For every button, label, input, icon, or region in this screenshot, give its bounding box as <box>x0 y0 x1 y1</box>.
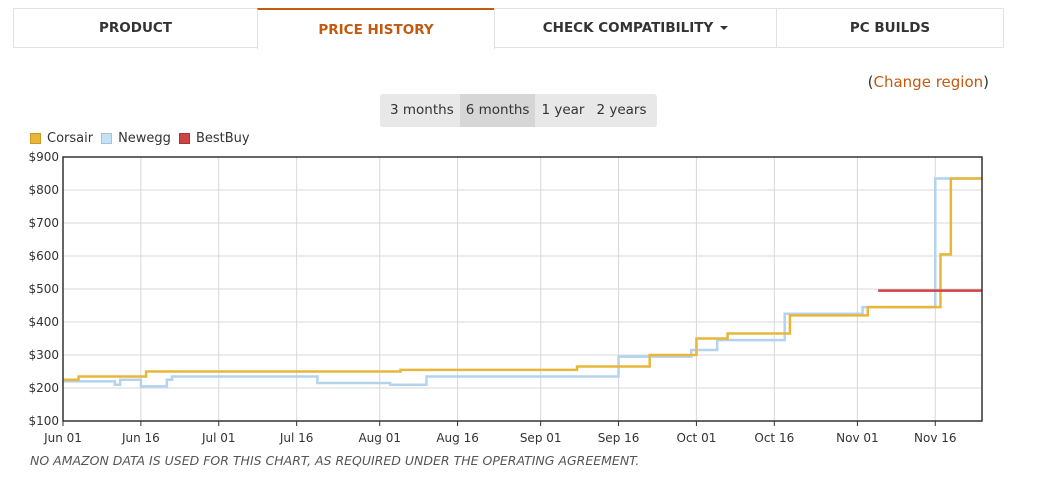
x-tick-label: Jun 16 <box>121 431 160 445</box>
range-3-months[interactable]: 3 months <box>390 102 454 118</box>
legend-item-corsair[interactable]: Corsair <box>30 131 93 146</box>
legend-item-newegg[interactable]: Newegg <box>101 131 171 146</box>
y-tick-label: $700 <box>28 216 59 230</box>
change-region-link[interactable]: Change region <box>873 73 984 91</box>
x-tick-label: Nov 16 <box>914 431 957 445</box>
tab-pc-builds-label: PC BUILDS <box>849 20 931 36</box>
chart-series <box>63 177 982 388</box>
y-tick-label: $400 <box>28 315 59 329</box>
y-tick-label: $200 <box>28 381 59 395</box>
tab-check-compatibility-label: CHECK COMPATIBILITY <box>542 20 714 36</box>
region-paren-open: ( <box>867 73 874 91</box>
y-tick-label: $500 <box>28 282 59 296</box>
region-paren-close: ) <box>983 73 989 91</box>
legend-label-newegg: Newegg <box>118 131 171 146</box>
tab-pc-builds[interactable]: PC BUILDS <box>776 8 1004 48</box>
tab-check-compatibility[interactable]: CHECK COMPATIBILITY <box>494 8 777 48</box>
range-2-years[interactable]: 2 years <box>596 102 647 118</box>
y-tick-label: $100 <box>28 414 59 428</box>
range-selector: 3 months 6 months 1 year 2 years <box>380 94 657 127</box>
x-tick-label: Oct 16 <box>754 431 794 445</box>
x-tick-label: Sep 16 <box>598 431 640 445</box>
series-line-corsair <box>63 177 982 381</box>
chart-legend: Corsair Newegg BestBuy <box>30 131 258 146</box>
x-tick-label: Jul 01 <box>201 431 236 445</box>
y-tick-label: $800 <box>28 183 59 197</box>
range-1-year[interactable]: 1 year <box>541 102 585 118</box>
tab-product[interactable]: PRODUCT <box>13 8 258 48</box>
x-tick-label: Oct 01 <box>677 431 717 445</box>
range-6-months[interactable]: 6 months <box>459 94 536 127</box>
legend-item-bestbuy[interactable]: BestBuy <box>178 131 250 146</box>
y-tick-label: $600 <box>28 249 59 263</box>
legend-swatch-bestbuy <box>178 133 190 144</box>
tab-price-history[interactable]: PRICE HISTORY <box>257 8 495 50</box>
x-tick-label: Nov 01 <box>836 431 879 445</box>
y-tick-label: $900 <box>28 150 59 164</box>
legend-swatch-newegg <box>101 133 113 144</box>
tab-product-label: PRODUCT <box>98 20 173 36</box>
x-tick-label: Sep 01 <box>520 431 562 445</box>
x-tick-label: Aug 16 <box>436 431 479 445</box>
x-tick-label: Jul 16 <box>279 431 314 445</box>
y-tick-label: $300 <box>28 348 59 362</box>
x-axis: Jun 01 Jun 16 Jul 01 Jul 16 Aug 01 Aug 16 Sep … <box>43 421 957 445</box>
chart-footnote: NO AMAZON DATA IS USED FOR THIS CHART, A… <box>30 453 640 468</box>
tab-bar: PRODUCT PRICE HISTORY CHECK COMPATIBILIT… <box>13 8 1004 50</box>
legend-label-corsair: Corsair <box>47 131 94 146</box>
y-axis: $100 $200 $300 $400 $500 $600 $700 $800 $900 <box>28 150 59 428</box>
legend-swatch-corsair <box>30 133 41 144</box>
region-control: (Change region) <box>868 73 989 91</box>
chart-frame <box>62 156 983 422</box>
legend-label-bestbuy: BestBuy <box>195 131 250 146</box>
x-tick-label: Jun 01 <box>43 431 82 445</box>
x-tick-label: Aug 01 <box>358 431 401 445</box>
tab-price-history-label: PRICE HISTORY <box>318 21 434 38</box>
chart-grid <box>62 156 982 422</box>
series-line-newegg <box>63 177 982 388</box>
chevron-down-icon <box>720 26 729 30</box>
